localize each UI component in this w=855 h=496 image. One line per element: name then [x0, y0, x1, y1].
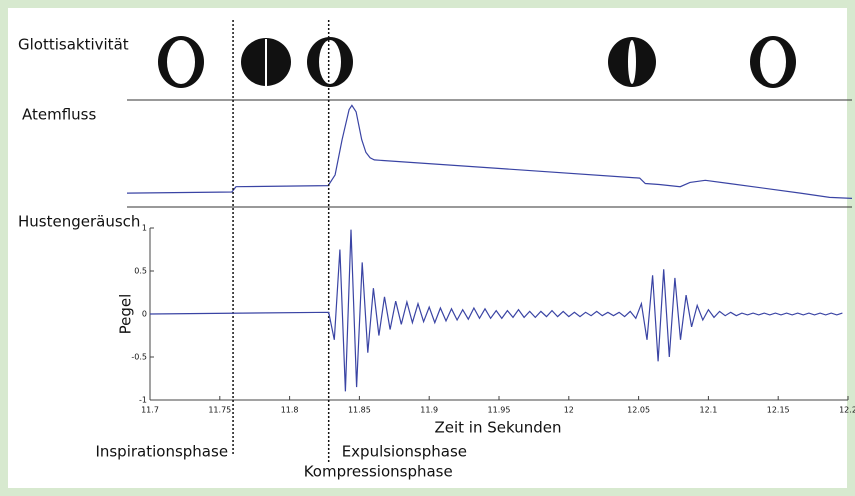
x-tick-label: 12.2: [839, 406, 855, 415]
panel: [8, 8, 847, 488]
y-axis-label: Pegel: [117, 294, 135, 335]
y-tick-label: 0: [142, 310, 147, 319]
panel-title: Hustengeräusch: [18, 213, 140, 231]
x-tick-label: 12.1: [699, 406, 717, 415]
phase-label: Kompressionsphase: [304, 463, 453, 481]
glottis-opening: [307, 37, 353, 87]
y-tick-label: 1: [142, 224, 147, 233]
data-line: [126, 104, 853, 199]
x-tick-label: 12.05: [627, 406, 650, 415]
y-tick-label: -0.5: [131, 353, 147, 362]
x-tick-label: 12.15: [767, 406, 790, 415]
glottis-closed: [241, 38, 291, 86]
x-tick-label: 11.95: [488, 406, 511, 415]
glottis-narrow: [608, 37, 656, 87]
y-tick-label: -1: [139, 396, 147, 405]
phase-label: Expulsionsphase: [342, 443, 467, 461]
x-tick-label: 11.9: [420, 406, 438, 415]
x-tick-label: 11.85: [348, 406, 371, 415]
x-tick-label: 12: [564, 406, 574, 415]
panel-title: Atemfluss: [22, 106, 96, 124]
x-tick-label: 11.75: [208, 406, 231, 415]
x-tick-label: 11.7: [141, 406, 159, 415]
glottis-open: [158, 36, 204, 88]
x-tick-label: 11.8: [281, 406, 299, 415]
phase-label: Inspirationsphase: [95, 443, 228, 461]
glottis-label: Glottisaktivität: [18, 36, 129, 54]
glottis-open: [750, 36, 796, 88]
data-line: [149, 229, 843, 392]
x-axis-label: Zeit in Sekunden: [434, 419, 561, 437]
y-tick-label: 0.5: [134, 267, 147, 276]
